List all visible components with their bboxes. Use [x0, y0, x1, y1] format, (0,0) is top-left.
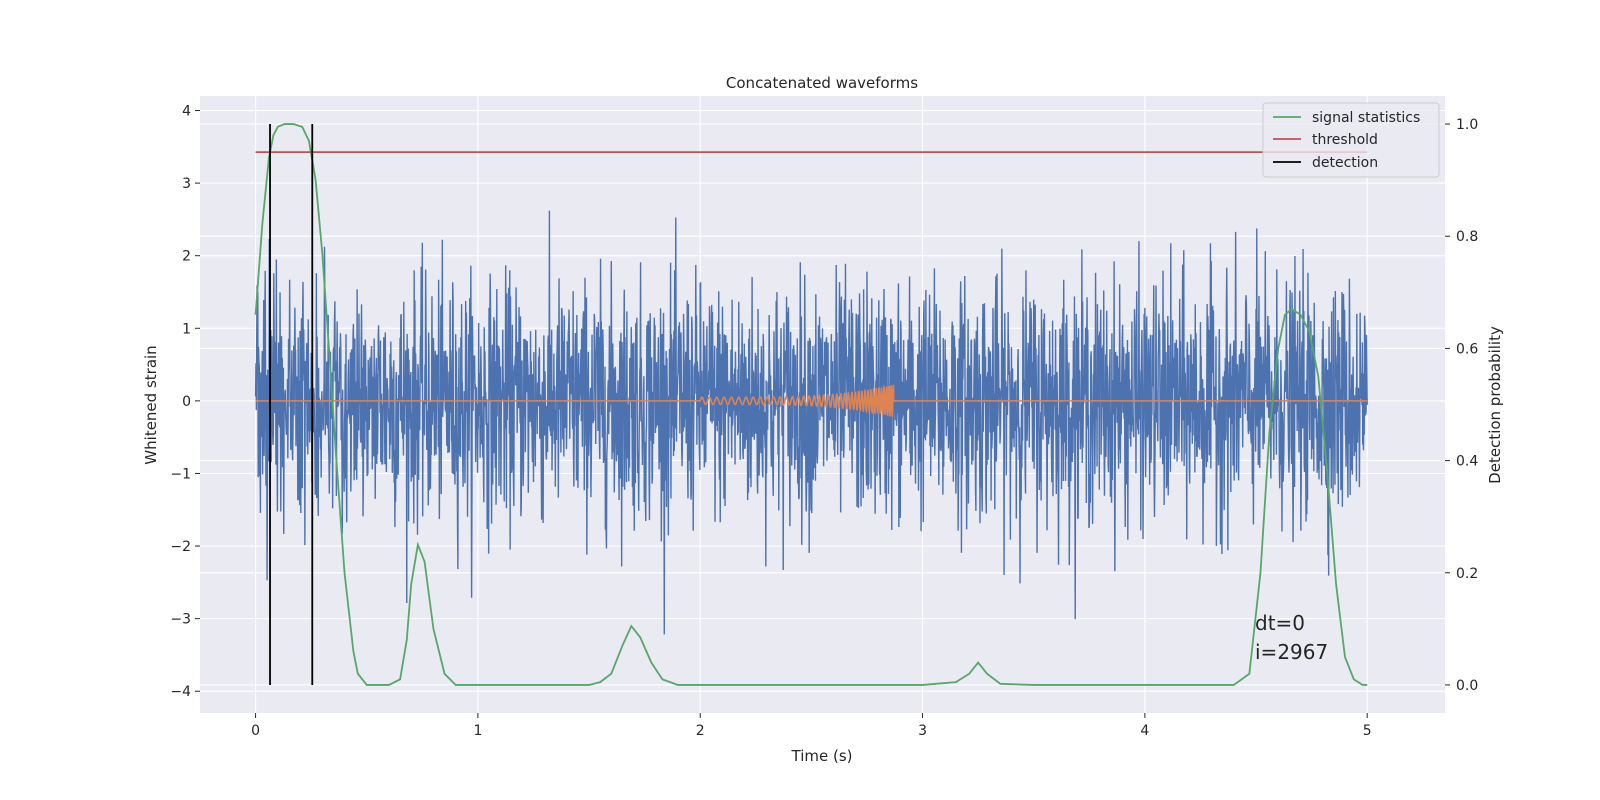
legend-label-detection: detection	[1312, 155, 1378, 171]
strain-line	[254, 210, 1368, 635]
y-axis-label: Whitened strain	[142, 345, 160, 464]
y-tick-label-1: −3	[170, 612, 191, 628]
series-whitened-strain	[254, 210, 1368, 635]
y-tick-label-0: −4	[170, 684, 191, 700]
x-tick-label-3: 3	[918, 723, 927, 739]
x-tick-label-0: 0	[251, 723, 260, 739]
y-tick-label-7: 3	[182, 176, 191, 192]
x-tick-label-5: 5	[1363, 723, 1372, 739]
y2-tick-label-5: 1.0	[1456, 117, 1478, 133]
legend: signal statistics threshold detection	[1262, 102, 1440, 178]
y-tick-label-5: 1	[182, 321, 191, 337]
y2-tick-label-4: 0.8	[1456, 229, 1478, 245]
x-tick-label-4: 4	[1140, 723, 1149, 739]
y2-tick-label-2: 0.4	[1456, 454, 1478, 470]
series-signal-statistics	[254, 123, 1368, 686]
legend-label-signal-statistics: signal statistics	[1312, 110, 1420, 126]
legend-label-threshold: threshold	[1312, 132, 1378, 148]
y2-tick-label-1: 0.2	[1456, 566, 1478, 582]
series-detection	[269, 124, 314, 685]
x-tick-label-2: 2	[696, 723, 705, 739]
y2-tick-label-3: 0.6	[1456, 341, 1478, 357]
waveform-line	[255, 384, 1368, 417]
y-tick-label-4: 0	[182, 394, 191, 410]
y-tick-label-2: −2	[170, 539, 191, 555]
axis-ticks: 0 1 2 3 4 5 −4 −3 −2 −1 0 1 2 3 4 0.0 0.2 0.4 0.6 0.8 1.0	[170, 104, 1478, 739]
signal-statistics-line	[254, 123, 1368, 686]
y-tick-label-8: 4	[182, 104, 191, 120]
legend-frame	[1262, 102, 1440, 178]
annotation-dt: dt=0	[1255, 611, 1305, 635]
y-tick-label-6: 2	[182, 249, 191, 265]
y2-axis-label: Detection probability	[1486, 326, 1504, 484]
series-waveform	[255, 384, 1368, 417]
y-tick-label-3: −1	[170, 466, 191, 482]
y2-tick-label-0: 0.0	[1456, 678, 1478, 694]
annotation-index: i=2967	[1255, 640, 1328, 664]
chart-title: Concatenated waveforms	[726, 74, 918, 92]
x-axis-label: Time (s)	[791, 747, 853, 765]
x-tick-label-1: 1	[473, 723, 482, 739]
